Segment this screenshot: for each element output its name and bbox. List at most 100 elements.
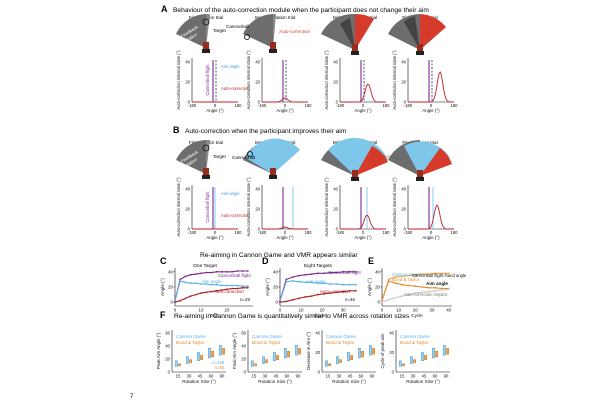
data-point <box>241 286 244 289</box>
y-tick-label: 40 <box>185 60 190 65</box>
data-point <box>329 292 332 294</box>
cannon-box <box>295 345 298 356</box>
data-point <box>414 285 417 288</box>
x-tick-label: 180 <box>383 230 391 235</box>
x-tick-label: 90 <box>444 374 449 379</box>
y-tick-label: 20 <box>168 285 173 290</box>
y-axis-label: Angle (°) <box>160 278 165 296</box>
data-point <box>184 297 187 300</box>
y-tick-label: 0 <box>258 100 261 105</box>
data-point <box>279 299 281 302</box>
cannon-box <box>358 348 361 359</box>
y-tick-label: 0 <box>171 300 174 305</box>
y-axis-label: Auto-correction internal state (°) <box>392 50 397 110</box>
y-axis-label: Auto-correction internal state (°) <box>392 177 397 237</box>
y-tick-label: 20 <box>333 80 338 85</box>
data-point <box>381 299 383 302</box>
data-point <box>291 276 294 278</box>
panel-b-cannon-1: Feedback rotation Target <box>176 139 226 179</box>
y-tick-label: 40 <box>241 344 246 349</box>
y-tick-label: 20 <box>185 80 190 85</box>
bond-box <box>339 359 342 363</box>
data-point <box>342 290 345 293</box>
data-point <box>401 275 403 278</box>
data-point <box>447 288 450 291</box>
data-point <box>298 297 300 300</box>
panel-a-letter: A <box>161 4 168 14</box>
page-marker: 7 <box>130 394 134 400</box>
data-point <box>381 301 383 304</box>
x-tick-label: 45 <box>198 374 203 379</box>
data-point <box>231 284 234 287</box>
bond-box <box>350 355 353 360</box>
x-tick-label: -180 <box>404 230 413 235</box>
y-tick-label: 0 <box>168 370 171 375</box>
data-point <box>427 273 430 275</box>
auto-correction-curve <box>340 83 386 103</box>
y-tick-label: 20 <box>165 357 170 362</box>
data-point <box>394 282 397 285</box>
data-point <box>317 272 319 275</box>
bond-box <box>413 359 416 363</box>
x-tick-label: 10 <box>199 308 204 313</box>
data-point <box>317 282 319 285</box>
legend-bond-taylor: Bond & Taylor <box>326 340 355 345</box>
data-point <box>246 286 249 289</box>
row-cde-title: Re-aiming in Cannon Game and VMR appears… <box>200 252 358 259</box>
cannon-box <box>369 345 372 356</box>
data-point <box>407 293 410 296</box>
y-tick-label: 20 <box>389 350 394 355</box>
x-tick-label: 0 <box>284 230 287 235</box>
data-point <box>184 275 187 278</box>
flight-label: Cannonball flight <box>205 191 210 223</box>
data-point <box>285 300 288 303</box>
bond-box <box>446 348 449 355</box>
cannonball-label-b: Cannonball <box>232 155 255 160</box>
panel-b-cannon-3: Auto-correction <box>321 137 408 181</box>
x-tick-label: 180 <box>383 103 391 108</box>
cannon-box <box>196 352 200 361</box>
data-point <box>407 284 410 287</box>
x-tick-label: 45 <box>274 374 279 379</box>
x-axis-label: Rotation Size (°) <box>182 379 216 384</box>
y-tick-label: 20 <box>401 80 406 85</box>
x-axis-label: Cycle <box>314 313 326 318</box>
n2-label: n=50 <box>215 365 225 370</box>
data-point <box>285 280 288 283</box>
n-label: n=29 <box>240 297 250 302</box>
x-tick-label: -180 <box>188 103 197 108</box>
x-tick-label: 180 <box>235 230 243 235</box>
data-point <box>179 278 182 281</box>
data-point <box>387 280 390 282</box>
x-tick-label: 20 <box>413 308 418 313</box>
x-tick-label: 60 <box>359 374 364 379</box>
data-point <box>231 287 234 290</box>
bond-box <box>287 351 290 358</box>
x-axis-label: Angle (°) <box>422 235 440 240</box>
data-point <box>189 273 192 276</box>
y-tick-label: 40 <box>389 331 394 336</box>
y-tick-label: 40 <box>315 331 320 336</box>
data-point <box>441 287 443 290</box>
bond-box <box>298 348 301 355</box>
auto-correction-curve <box>262 97 308 103</box>
bond-box <box>222 348 225 355</box>
x-axis-label: Trial <box>210 313 219 318</box>
panel-f-letter: F <box>160 310 166 320</box>
legend-bond-taylor: Bond & Taylor <box>400 340 429 345</box>
data-point <box>342 270 345 273</box>
cannon-box <box>410 356 413 364</box>
legend-cannon-game: Cannon Game <box>176 334 206 339</box>
data-point <box>354 289 357 292</box>
bond-box <box>402 363 405 366</box>
x-tick-label: 0 <box>430 103 433 108</box>
y-tick-label: 40 <box>375 269 380 274</box>
legend-bond-taylor: Bond & Taylor <box>176 340 205 345</box>
x-tick-label: 15 <box>326 374 331 379</box>
x-tick-label: 0 <box>214 103 217 108</box>
data-point <box>342 283 345 286</box>
auto-correction-curve <box>408 204 454 230</box>
x-tick-label: 0 <box>430 230 433 235</box>
